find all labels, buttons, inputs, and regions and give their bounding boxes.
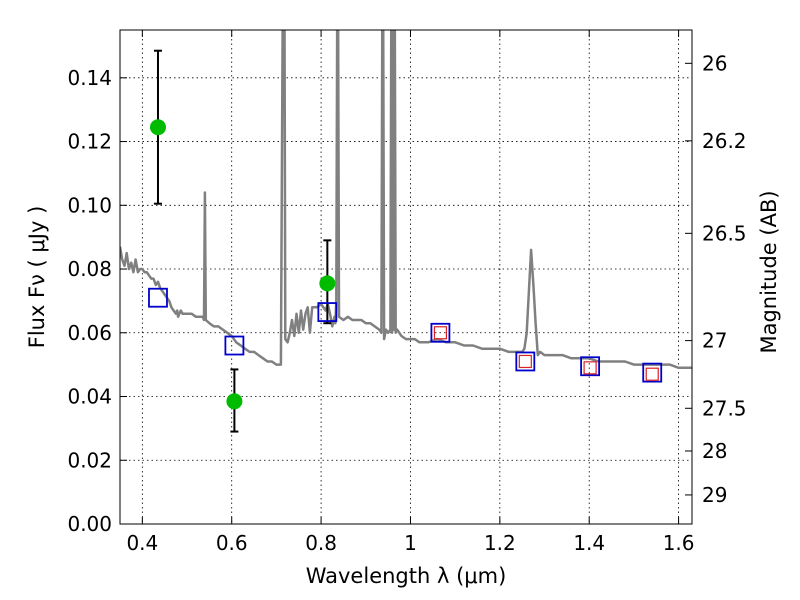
blue-square-marker — [317, 302, 338, 322]
x-axis-label: Wavelength λ (μm) — [306, 564, 507, 588]
blue-square-marker — [580, 356, 601, 377]
y-axis-right-label: Magnitude (AB) — [757, 190, 781, 353]
red-square-marker — [518, 354, 532, 369]
blue-square-marker — [515, 351, 536, 372]
observed-flux-point — [319, 275, 336, 292]
red-square-marker — [433, 326, 448, 340]
y-axis-label: Flux Fν ( μJy ) — [25, 206, 49, 349]
y-right-tick-label: 26.2 — [702, 129, 747, 153]
observed-flux-point — [149, 119, 166, 136]
y-right-tick-label: 26.5 — [702, 221, 747, 245]
x-tick-label: 0.8 — [305, 531, 337, 555]
y-tick-label: 0.06 — [67, 321, 112, 345]
y-right-tick-label: 29 — [702, 483, 727, 507]
y-axis-left: 0.00 0.02 0.04 0.06 0.08 0.10 0.12 0.14 — [67, 66, 127, 536]
x-axis: 0.4 0.6 0.8 1 1.2 1.4 1.6 — [126, 30, 695, 555]
blue-square-marker — [430, 322, 451, 343]
red-square-marker — [645, 367, 659, 381]
y-axis-right: 26 26.2 26.5 27 27.5 28 29 — [685, 51, 747, 507]
x-tick-label: 1.2 — [484, 531, 516, 555]
x-tick-label: 1.6 — [663, 531, 695, 555]
blue-square-marker — [224, 335, 245, 356]
observed-flux-point — [226, 393, 243, 410]
red-square-marker — [583, 361, 597, 375]
y-tick-label: 0.02 — [67, 448, 112, 472]
sed-model-line — [120, 30, 692, 370]
y-right-tick-label: 28 — [702, 439, 727, 463]
y-tick-label: 0.08 — [67, 257, 112, 281]
blue-square-marker — [148, 287, 168, 308]
x-tick-label: 0.6 — [216, 531, 248, 555]
markers — [148, 119, 663, 410]
x-tick-label: 1.4 — [573, 531, 605, 555]
errorbars — [153, 49, 332, 433]
y-tick-label: 0.14 — [67, 66, 112, 90]
y-tick-label: 0.00 — [67, 512, 112, 536]
x-tick-label: 1 — [404, 531, 417, 555]
y-right-tick-label: 27 — [702, 329, 727, 353]
y-tick-label: 0.10 — [67, 193, 112, 217]
plot-frame — [119, 29, 693, 525]
x-tick-label: 0.4 — [126, 531, 158, 555]
y-right-tick-label: 26 — [702, 51, 727, 75]
y-tick-label: 0.12 — [67, 130, 112, 154]
blue-square-marker — [642, 362, 663, 383]
y-right-tick-label: 27.5 — [702, 396, 747, 420]
y-tick-label: 0.04 — [67, 385, 112, 409]
